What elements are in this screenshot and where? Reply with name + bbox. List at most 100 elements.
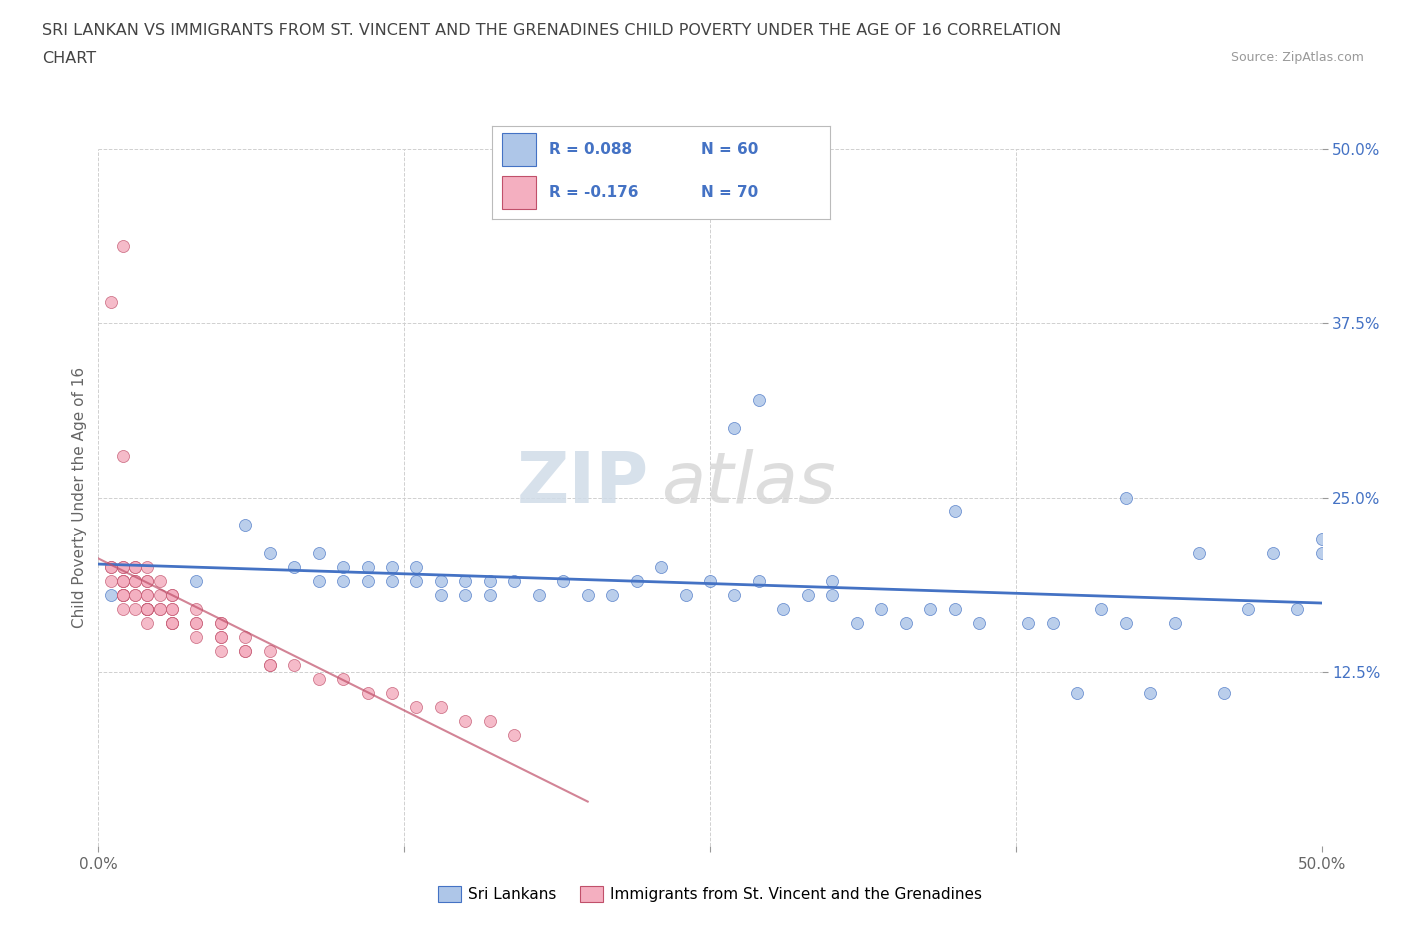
Point	[209, 616, 232, 631]
Point	[1310, 546, 1333, 561]
Point	[503, 727, 526, 742]
Point	[699, 574, 721, 589]
Point	[748, 392, 770, 407]
Point	[136, 602, 159, 617]
Point	[111, 588, 134, 603]
Point	[136, 588, 159, 603]
Point	[1286, 602, 1309, 617]
Text: SRI LANKAN VS IMMIGRANTS FROM ST. VINCENT AND THE GRENADINES CHILD POVERTY UNDER: SRI LANKAN VS IMMIGRANTS FROM ST. VINCEN…	[42, 23, 1062, 38]
Point	[160, 616, 183, 631]
Point	[186, 616, 208, 631]
Point	[136, 616, 159, 631]
Point	[894, 616, 917, 631]
Text: Source: ZipAtlas.com: Source: ZipAtlas.com	[1230, 51, 1364, 64]
Point	[149, 602, 172, 617]
Point	[111, 239, 134, 254]
Point	[124, 602, 146, 617]
Point	[478, 713, 501, 728]
Point	[332, 560, 354, 575]
Point	[821, 588, 844, 603]
Point	[186, 630, 208, 644]
Point	[124, 574, 146, 589]
Point	[675, 588, 697, 603]
Point	[136, 588, 159, 603]
Text: ZIP: ZIP	[516, 449, 648, 518]
Point	[600, 588, 623, 603]
Text: atlas: atlas	[661, 449, 835, 518]
Point	[332, 671, 354, 686]
Point	[186, 616, 208, 631]
Point	[160, 602, 183, 617]
Point	[124, 588, 146, 603]
Point	[124, 560, 146, 575]
Point	[160, 616, 183, 631]
Point	[920, 602, 942, 617]
Point	[1188, 546, 1211, 561]
Text: R = -0.176: R = -0.176	[550, 185, 638, 200]
Text: N = 60: N = 60	[702, 142, 759, 157]
Point	[136, 602, 159, 617]
Point	[149, 602, 172, 617]
Point	[111, 560, 134, 575]
Point	[454, 713, 477, 728]
Point	[100, 560, 122, 575]
Point	[356, 560, 378, 575]
Point	[478, 588, 501, 603]
Point	[100, 560, 122, 575]
Point	[111, 588, 134, 603]
Text: CHART: CHART	[42, 51, 96, 66]
Point	[209, 630, 232, 644]
Point	[136, 574, 159, 589]
Point	[405, 699, 427, 714]
Point	[1115, 616, 1137, 631]
Point	[233, 630, 256, 644]
Point	[283, 658, 305, 672]
Point	[100, 588, 122, 603]
Bar	[502, 133, 536, 166]
Point	[160, 602, 183, 617]
Point	[124, 588, 146, 603]
Point	[723, 588, 745, 603]
Point	[308, 546, 330, 561]
Point	[259, 644, 281, 658]
Point	[136, 560, 159, 575]
Point	[100, 574, 122, 589]
Point	[1115, 490, 1137, 505]
Point	[723, 420, 745, 435]
Point	[308, 671, 330, 686]
Point	[136, 602, 159, 617]
Text: N = 70: N = 70	[702, 185, 759, 200]
Point	[111, 602, 134, 617]
Point	[478, 574, 501, 589]
Point	[111, 588, 134, 603]
Point	[748, 574, 770, 589]
Point	[430, 574, 453, 589]
Point	[283, 560, 305, 575]
Point	[381, 560, 404, 575]
Point	[1090, 602, 1112, 617]
Point	[356, 685, 378, 700]
Point	[430, 588, 453, 603]
Point	[821, 574, 844, 589]
Bar	[502, 176, 536, 209]
Point	[124, 560, 146, 575]
Point	[136, 602, 159, 617]
Point	[332, 574, 354, 589]
Point	[553, 574, 575, 589]
Point	[430, 699, 453, 714]
Point	[209, 630, 232, 644]
Point	[233, 644, 256, 658]
Point	[405, 574, 427, 589]
Point	[160, 616, 183, 631]
Point	[149, 574, 172, 589]
Point	[503, 574, 526, 589]
Point	[186, 574, 208, 589]
Point	[308, 574, 330, 589]
Point	[650, 560, 672, 575]
Point	[111, 448, 134, 463]
Point	[943, 504, 966, 519]
Point	[259, 546, 281, 561]
Point	[845, 616, 868, 631]
Point	[124, 574, 146, 589]
Point	[626, 574, 648, 589]
